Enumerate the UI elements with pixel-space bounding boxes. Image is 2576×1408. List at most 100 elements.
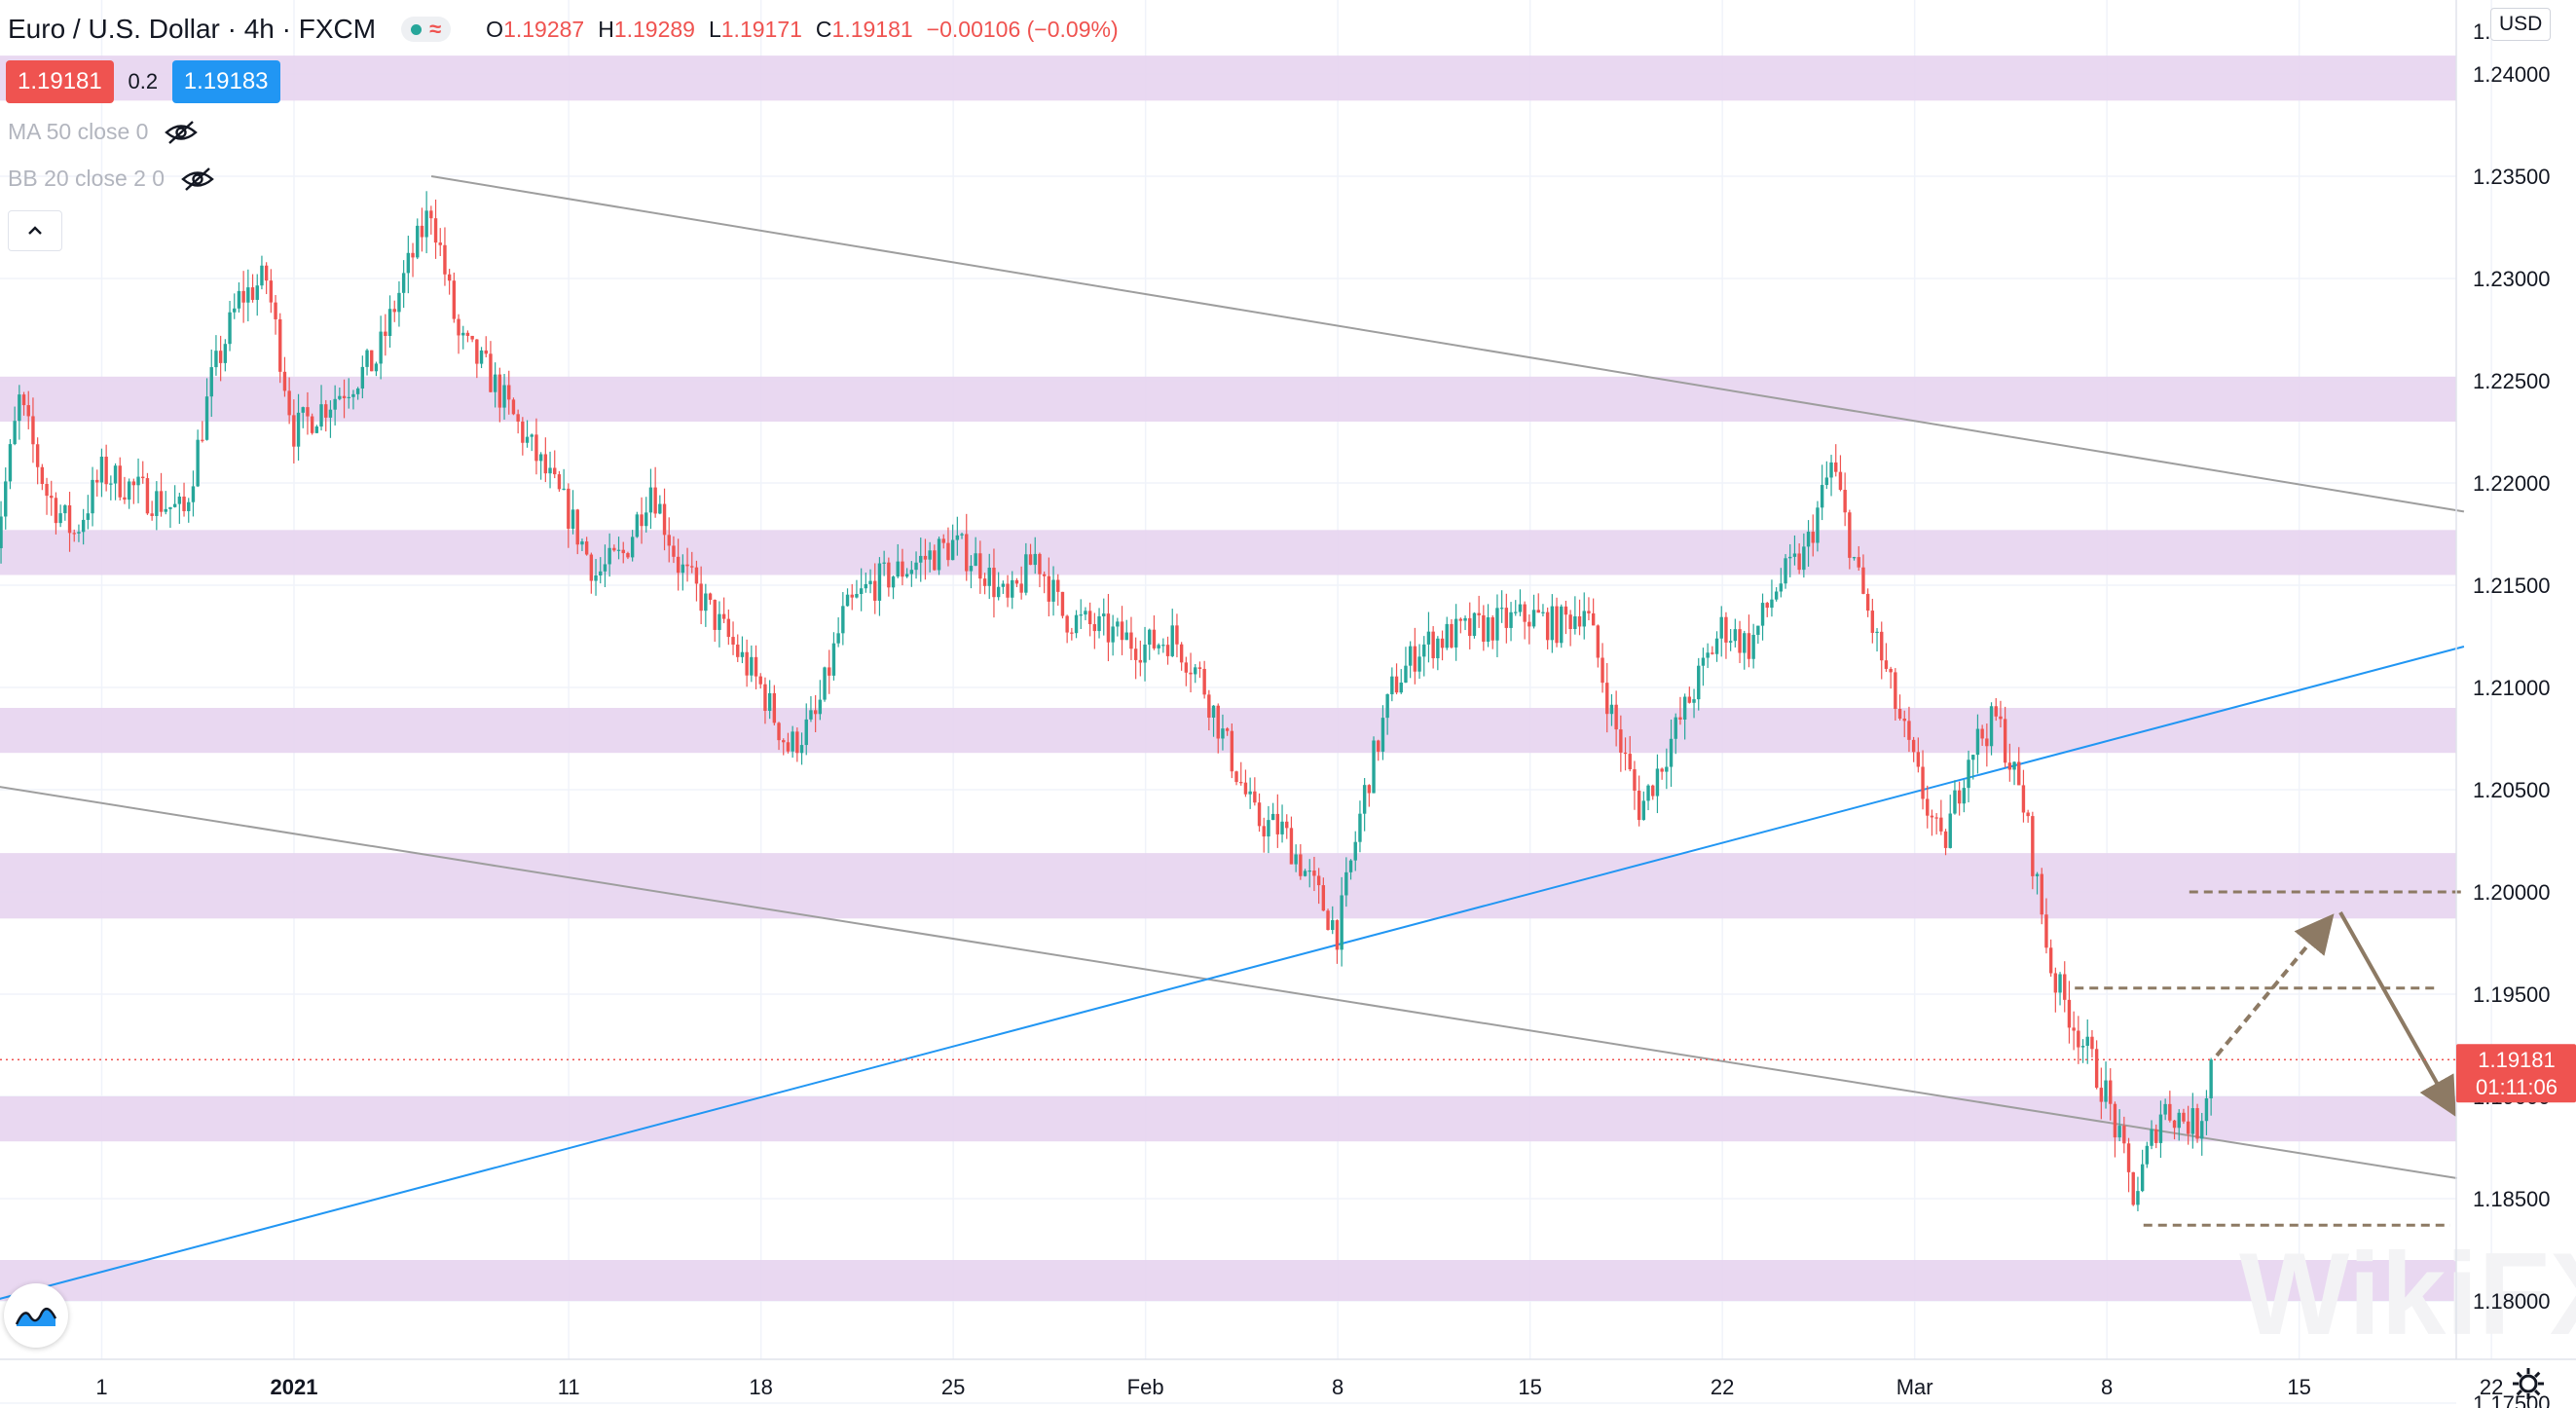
price-axis[interactable]: 1.175001.180001.185001.190001.195001.200…: [2473, 19, 2551, 1408]
candle-body: [1930, 815, 1934, 818]
candle-body: [424, 210, 428, 238]
candle-body: [342, 395, 347, 398]
candle-body: [1948, 813, 1952, 848]
candle-body: [1216, 705, 1220, 739]
sell-button[interactable]: 1.19181: [6, 60, 114, 103]
candle-body: [1555, 606, 1559, 644]
candle-body: [923, 555, 928, 560]
candle-body: [795, 731, 799, 754]
candle-body: [310, 416, 314, 433]
projection-arrow-down[interactable]: [2338, 911, 2456, 1117]
candle-body: [1106, 613, 1111, 643]
candle-body: [1289, 828, 1294, 865]
candle-body: [1921, 766, 1925, 799]
data-wave-icon: ≈: [429, 17, 442, 41]
candle-body: [1495, 608, 1499, 641]
candle-body: [1743, 633, 1747, 653]
indicator-bb[interactable]: BB 20 close 2 0: [8, 166, 215, 192]
tradingview-logo[interactable]: [4, 1283, 68, 1348]
candle-body: [2099, 1088, 2104, 1102]
candle-body: [1541, 611, 1545, 613]
candle-body: [1834, 462, 1838, 472]
eye-hidden-icon[interactable]: [164, 120, 199, 145]
trendline[interactable]: [0, 786, 2458, 1179]
candle-body: [658, 503, 662, 514]
eye-hidden-icon[interactable]: [180, 167, 215, 192]
candle-body: [841, 606, 845, 634]
price-tick-label: 1.18500: [2473, 1187, 2551, 1211]
candle-body: [511, 399, 516, 415]
candle-body: [1189, 672, 1193, 675]
candle-body: [164, 508, 167, 512]
collapse-legend-button[interactable]: [8, 210, 62, 251]
candle-body: [1038, 553, 1042, 574]
candle-body: [2058, 974, 2062, 993]
candle-body: [1042, 574, 1047, 576]
candle-body: [392, 309, 396, 313]
candle-body: [1678, 717, 1682, 720]
candle-body: [1148, 629, 1152, 645]
candle-body: [534, 434, 538, 462]
candle-body: [960, 534, 964, 536]
time-tick-label: 1: [95, 1375, 107, 1399]
candle-body: [1239, 782, 1243, 784]
candle-body: [2113, 1103, 2117, 1138]
candle-body: [644, 512, 648, 527]
price-tick-label: 1.23500: [2473, 165, 2551, 189]
indicator-ma[interactable]: MA 50 close 0: [8, 119, 199, 145]
candle-body: [2012, 761, 2016, 770]
trendlines[interactable]: [0, 0, 2465, 1301]
candle-body: [1385, 694, 1389, 719]
buy-button[interactable]: 1.19183: [171, 60, 280, 103]
ohlc-values: O1.19287 H1.19289 L1.19171 C1.19181 −0.0…: [486, 17, 1118, 43]
candle-body: [1897, 709, 1902, 719]
settings-gear-icon[interactable]: [2510, 1365, 2547, 1402]
candle-body: [443, 244, 447, 275]
trendline[interactable]: [0, 646, 2465, 1301]
candle-body: [264, 265, 269, 281]
trendline[interactable]: [430, 175, 2465, 513]
sr-zone: [0, 853, 2456, 919]
time-axis[interactable]: 1 2021 11 18 25 Feb 8 15 22 Mar 8 15 22: [95, 1375, 2503, 1399]
candle-body: [370, 350, 374, 372]
time-tick-label: 22: [1711, 1375, 1734, 1399]
candle-body: [1175, 625, 1179, 645]
candle-body: [1674, 717, 1677, 739]
candle-body: [113, 465, 118, 484]
candle-body: [1253, 791, 1257, 803]
candle-body: [1980, 728, 1984, 739]
currency-button[interactable]: USD: [2490, 8, 2552, 41]
candle-body: [397, 292, 401, 313]
candle-body: [804, 719, 808, 746]
candle-body: [2145, 1145, 2150, 1165]
candle-body: [1133, 648, 1138, 660]
candle-body: [1509, 611, 1513, 628]
time-tick-label: 11: [558, 1375, 580, 1399]
candle-body: [118, 465, 122, 498]
ohlc-low-value: 1.19171: [720, 16, 802, 42]
candle-body: [1518, 604, 1523, 612]
candle-body: [1934, 817, 1938, 819]
candle-body: [1138, 659, 1143, 663]
candle-body: [1047, 575, 1051, 602]
candle-body: [1417, 656, 1421, 672]
symbol-title[interactable]: Euro / U.S. Dollar · 4h · FXCM: [8, 14, 377, 44]
candle-body: [1504, 608, 1509, 628]
candle-body: [589, 554, 594, 581]
candle-body: [127, 481, 131, 500]
time-tick-label: 15: [1518, 1375, 1541, 1399]
candle-body: [1926, 798, 1930, 816]
drawings[interactable]: [2075, 890, 2464, 1227]
candle-body: [1701, 657, 1706, 666]
candle-body: [1797, 553, 1801, 571]
candle-body: [1751, 634, 1755, 659]
candle-body: [2040, 873, 2043, 915]
candle-body: [447, 274, 452, 281]
market-status-badge[interactable]: ≈: [401, 17, 452, 42]
candle-body: [191, 486, 196, 502]
candle-body: [13, 421, 17, 445]
candle-body: [1194, 667, 1197, 675]
candle-body: [1633, 769, 1637, 792]
price-tick-label: 1.18000: [2473, 1289, 2551, 1314]
